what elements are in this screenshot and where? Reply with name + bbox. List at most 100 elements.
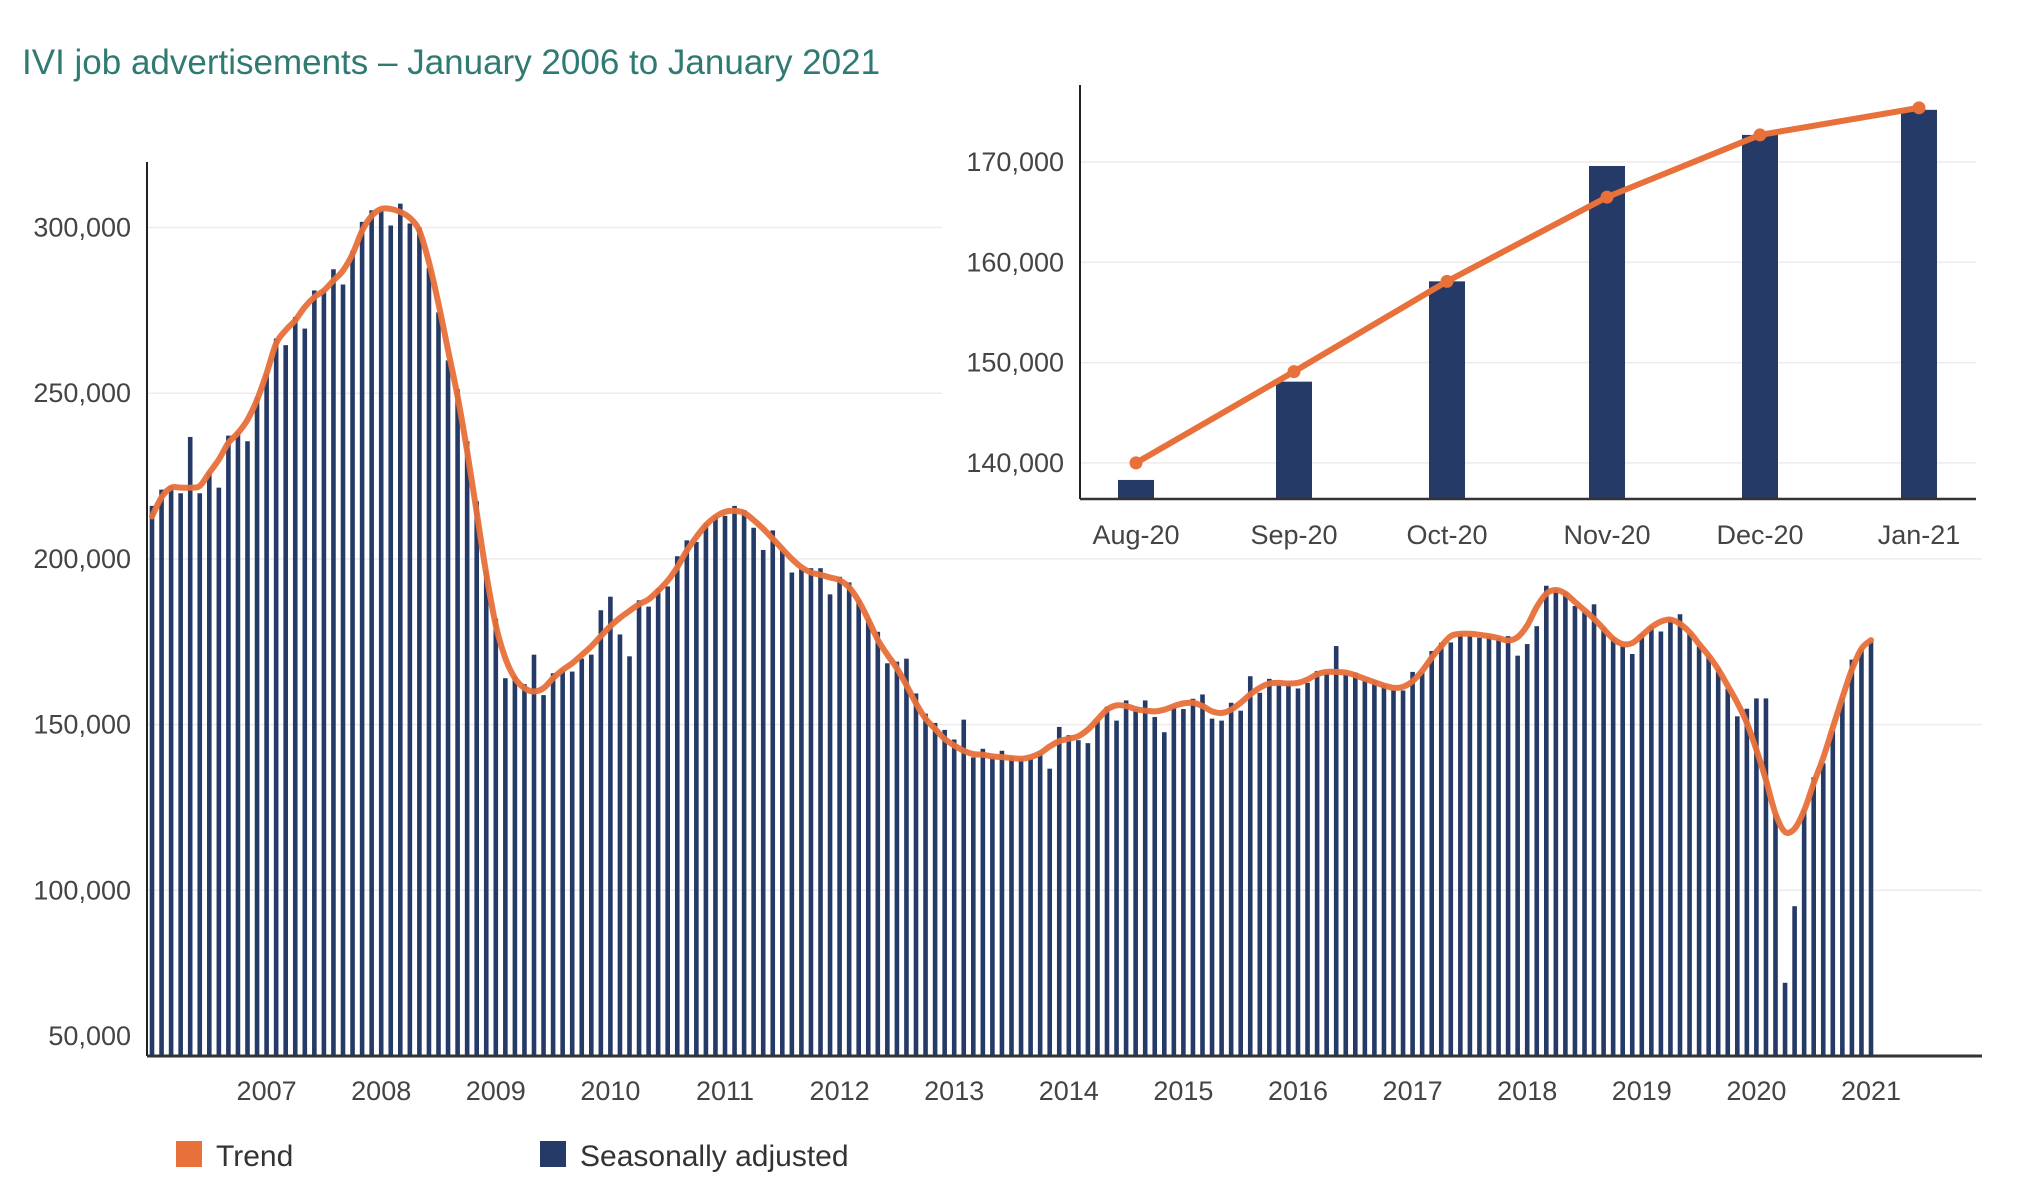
bar [1629,654,1635,1056]
bar [1400,690,1406,1056]
bar [1123,700,1129,1056]
bar [1467,636,1473,1056]
bar [1840,697,1845,1056]
bar [627,656,632,1056]
bar [331,269,336,1056]
y-tick-label: 50,000 [48,1021,131,1051]
bar [980,748,986,1056]
bar [493,618,499,1056]
bar [1658,631,1664,1056]
bar [455,389,460,1056]
bar [1792,906,1797,1056]
bar [1458,633,1463,1056]
bar [932,722,938,1056]
bar [837,576,842,1056]
x-tick-label: 2014 [1039,1076,1099,1106]
bar [522,684,527,1056]
x-tick-label: 2013 [924,1076,984,1106]
bar [350,250,355,1056]
bar [1477,637,1482,1056]
bar [1181,709,1186,1056]
main-axes: 50,000 100,000 150,000 200,000 250,000 300,00… [33,162,1982,1106]
bar [579,658,585,1056]
legend-label-trend: Trend [216,1140,293,1173]
bar [369,210,374,1056]
bar [1735,716,1740,1056]
bar [990,757,995,1056]
x-tick-label: 2008 [351,1076,411,1106]
bar [760,549,766,1056]
bar [245,441,250,1056]
bar [531,654,537,1056]
bar [436,312,441,1057]
bar [808,568,814,1056]
inset-bar [1589,166,1625,499]
bar [655,588,661,1056]
bar [598,610,604,1056]
x-tick-label: 2021 [1841,1076,1901,1106]
bar [560,669,565,1056]
bar [770,530,776,1056]
bar [1563,591,1568,1056]
bar [1372,680,1377,1056]
bar [302,328,308,1056]
bar [207,472,212,1056]
bar [1037,753,1043,1056]
legend-label-seasonally-adjusted: Seasonally adjusted [580,1140,849,1173]
bar [292,316,298,1056]
bar [818,568,823,1056]
bar [1668,618,1673,1056]
bar [1419,671,1425,1056]
legend: Trend Seasonally adjusted [176,1140,849,1173]
bar [1056,726,1062,1056]
bar [799,569,804,1056]
bar [273,338,279,1056]
bar [340,284,346,1056]
bar [1219,720,1224,1056]
bar [1534,626,1540,1056]
bar [741,510,747,1056]
bar [646,606,651,1056]
bar [1830,730,1836,1056]
y-tick-label: 100,000 [33,875,131,905]
bar [1553,589,1559,1056]
bar [1209,718,1215,1056]
bar [1744,708,1750,1056]
bar [1544,585,1549,1056]
bar [971,757,976,1056]
x-tick-label: 2009 [466,1076,526,1106]
bar [1276,684,1282,1056]
bar [1028,758,1033,1056]
bar [999,750,1005,1056]
bar [1696,646,1702,1056]
bar [1286,682,1291,1056]
bar [1085,743,1091,1056]
bar [1620,646,1625,1056]
bar [1820,763,1826,1056]
inset-y-tick-label: 150,000 [966,348,1064,378]
bar [1859,649,1864,1056]
main-trend-line [149,205,1874,837]
bar [1582,611,1587,1056]
bar [503,678,508,1056]
bar [608,596,613,1056]
bar [665,586,670,1056]
x-tick-label: 2011 [696,1076,754,1106]
bar [694,541,699,1056]
bar [1238,710,1243,1056]
inset-y-tick-label: 160,000 [966,247,1064,277]
bar [1095,721,1100,1056]
bar [216,487,222,1056]
bar [885,663,890,1056]
bar [1849,659,1855,1056]
bar [1381,684,1387,1056]
bar [703,523,709,1056]
bar [684,540,690,1056]
bar [474,501,479,1056]
inset-bar [1429,281,1465,499]
bar [1171,706,1177,1056]
inset-x-tick-label: Aug-20 [1092,520,1179,550]
x-tick-label: 2016 [1268,1076,1328,1106]
bar [1763,698,1769,1056]
inset-trend-line [1134,104,1920,466]
